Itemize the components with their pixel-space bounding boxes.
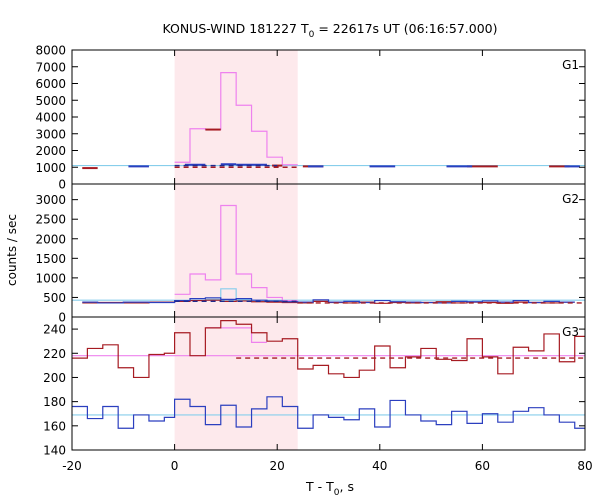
series-group: [72, 72, 585, 170]
y-tick-label: 2000: [35, 144, 66, 158]
y-tick-label: 1500: [35, 252, 66, 266]
x-tick-label: 20: [270, 459, 285, 473]
y-tick-label: 4000: [35, 111, 66, 125]
y-tick-label: 3000: [35, 193, 66, 207]
panel-frame: [71, 183, 586, 318]
panel-g3: 140 160 180 200 220 240 G3: [43, 316, 586, 458]
panel-frame: [71, 49, 586, 185]
series-group: [72, 204, 585, 304]
y-tick-label: 500: [43, 291, 66, 305]
series-blue-step: [72, 396, 585, 429]
y-tick-label: 1000: [35, 161, 66, 175]
series-group: [72, 320, 585, 429]
y-tick-label: 6000: [35, 77, 66, 91]
y-tick-label: 2500: [35, 213, 66, 227]
series-blue-step: [82, 297, 575, 304]
y-tick-label: 3000: [35, 127, 66, 141]
panels-group: 010002000300040005000600070008000G105001…: [35, 44, 592, 474]
x-tick-label: 80: [577, 459, 592, 473]
panel-name-label: G3: [562, 325, 579, 339]
panel-frame: [71, 316, 586, 451]
panel-g1: 0 1000 2000 3000 4000 5000 6000 7000 8000 G1: [35, 44, 586, 192]
x-tick-label: 60: [475, 459, 490, 473]
y-tick-label: 1000: [35, 271, 66, 285]
panel-g2: 0 500 1000 1500 2000 2500 3000 G2: [35, 183, 586, 325]
y-tick-label: 220: [43, 347, 66, 361]
x-tick-label: -20: [62, 459, 82, 473]
y-tick-label: 8000: [35, 44, 66, 58]
y-tick-label: 0: [58, 178, 66, 192]
burst-interval-highlight: [174, 317, 298, 450]
chart-title: KONUS-WIND 181227 T0 = 22617s UT (06:16:…: [162, 21, 497, 40]
y-tick-label: 140: [43, 444, 66, 458]
y-tick-label: 2000: [35, 232, 66, 246]
y-axis-label: counts / sec: [5, 214, 19, 286]
y-tick-label: 5000: [35, 94, 66, 108]
panel-name-label: G1: [562, 58, 579, 72]
y-tick-label: 200: [43, 371, 66, 385]
series-pink-step: [174, 204, 298, 302]
y-tick-label: 0: [58, 311, 66, 325]
x-axis-label: T - T0, s: [305, 479, 354, 498]
series-darkred-step: [72, 320, 585, 379]
y-tick-label: 240: [43, 323, 66, 337]
x-tick-label: 40: [372, 459, 387, 473]
x-tick-label: 0: [171, 459, 179, 473]
y-tick-label: 7000: [35, 60, 66, 74]
panel-name-label: G2: [562, 192, 579, 206]
y-tick-label: 180: [43, 395, 66, 409]
series-pink-step: [174, 72, 298, 166]
y-tick-label: 160: [43, 419, 66, 433]
